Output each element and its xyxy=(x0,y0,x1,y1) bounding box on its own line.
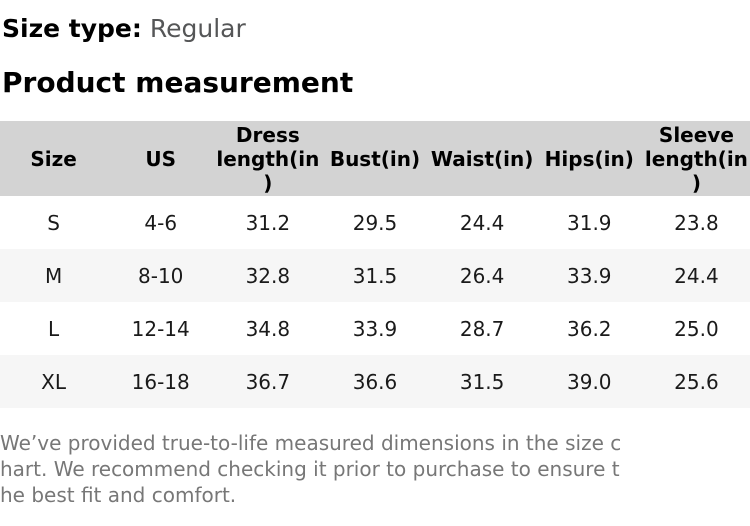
table-cell: 24.4 xyxy=(428,196,536,249)
footer-line: he best fit and comfort. xyxy=(0,483,237,507)
measurement-table: Size US Dress length(in ) Bust(in) Waist… xyxy=(0,121,750,408)
size-type-label: Size type: xyxy=(2,14,142,43)
size-chart-disclaimer: We’ve provided true-to-life measured dim… xyxy=(0,430,750,508)
table-cell: M xyxy=(0,249,108,302)
column-header-us: US xyxy=(107,121,215,196)
section-title: Product measurement xyxy=(2,66,354,99)
table-cell: 36.6 xyxy=(321,355,429,408)
header-row: Size US Dress length(in ) Bust(in) Waist… xyxy=(0,121,750,196)
size-type-row: Size type: Regular xyxy=(2,14,750,44)
table-cell: 26.4 xyxy=(428,249,536,302)
table-cell: 23.8 xyxy=(642,196,750,249)
table-cell: 8-10 xyxy=(107,249,215,302)
table-cell: 36.2 xyxy=(535,302,643,355)
table-cell: 39.0 xyxy=(535,355,643,408)
table-cell: 12-14 xyxy=(107,302,215,355)
table-row-l: L 12-14 34.8 33.9 28.7 36.2 25.0 xyxy=(0,302,750,355)
column-header-dress-length: Dress length(in ) xyxy=(214,121,322,196)
table-cell: 31.5 xyxy=(428,355,536,408)
table-cell: 25.6 xyxy=(642,355,750,408)
table-cell: 29.5 xyxy=(321,196,429,249)
table-cell: 32.8 xyxy=(214,249,322,302)
table-cell: 31.2 xyxy=(214,196,322,249)
table-cell: 31.9 xyxy=(535,196,643,249)
table-cell: XL xyxy=(0,355,108,408)
table-cell: 16-18 xyxy=(107,355,215,408)
table-row-m: M 8-10 32.8 31.5 26.4 33.9 24.4 xyxy=(0,249,750,302)
table-cell: 33.9 xyxy=(535,249,643,302)
table-cell: 4-6 xyxy=(107,196,215,249)
table-body: S 4-6 31.2 29.5 24.4 31.9 23.8 M 8-10 32… xyxy=(0,196,750,408)
column-header-sleeve-length: Sleeve length(in ) xyxy=(642,121,750,196)
table-cell: L xyxy=(0,302,108,355)
column-header-hips: Hips(in) xyxy=(535,121,643,196)
table-cell: 34.8 xyxy=(214,302,322,355)
footer-line: We’ve provided true-to-life measured dim… xyxy=(0,431,622,455)
column-header-bust: Bust(in) xyxy=(321,121,429,196)
table-cell: S xyxy=(0,196,108,249)
table-row-s: S 4-6 31.2 29.5 24.4 31.9 23.8 xyxy=(0,196,750,249)
footer-line: hart. We recommend checking it prior to … xyxy=(0,457,620,481)
table-cell: 28.7 xyxy=(428,302,536,355)
column-header-size: Size xyxy=(0,121,108,196)
column-header-waist: Waist(in) xyxy=(428,121,536,196)
table-row-xl: XL 16-18 36.7 36.6 31.5 39.0 25.6 xyxy=(0,355,750,408)
size-type-value: Regular xyxy=(149,14,246,43)
table-cell: 24.4 xyxy=(642,249,750,302)
table-header: Size US Dress length(in ) Bust(in) Waist… xyxy=(0,121,750,196)
table-cell: 31.5 xyxy=(321,249,429,302)
table-cell: 36.7 xyxy=(214,355,322,408)
table-cell: 33.9 xyxy=(321,302,429,355)
table-cell: 25.0 xyxy=(642,302,750,355)
